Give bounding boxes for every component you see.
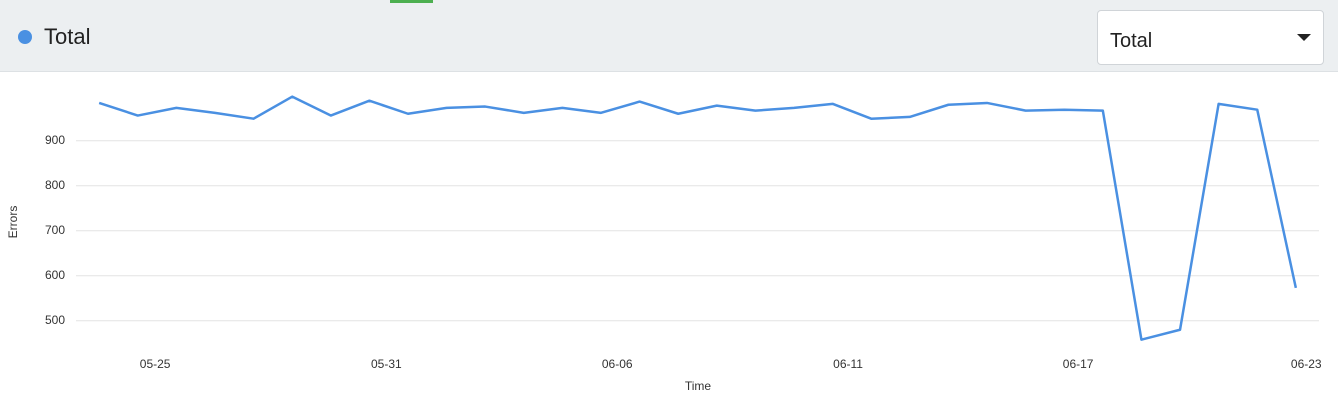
series-dropdown[interactable]: Total: [1097, 10, 1324, 65]
tab-indicator: [390, 0, 433, 3]
y-tick-label: 900: [45, 133, 65, 147]
x-tick-label: 06-17: [1063, 357, 1094, 371]
y-tick-label: 800: [45, 178, 65, 192]
header-bar: Total Total: [0, 0, 1338, 72]
y-tick-label: 500: [45, 313, 65, 327]
y-tick-label: 700: [45, 223, 65, 237]
x-tick-label: 06-23: [1291, 357, 1322, 371]
series-dot: [18, 30, 32, 44]
dropdown-caret: [1297, 34, 1311, 41]
x-tick-label: 06-11: [833, 357, 863, 371]
x-tick-label: 05-31: [371, 357, 402, 371]
y-tick-label: 600: [45, 268, 65, 282]
y-axis-label: Errors: [6, 206, 20, 239]
series-title: Total: [44, 24, 91, 49]
series-line: [98, 95, 1298, 341]
x-tick-label: 06-06: [602, 357, 633, 371]
dropdown-value: Total: [1110, 30, 1153, 52]
x-tick-label: 05-25: [140, 357, 171, 371]
x-axis-label: Time: [685, 379, 712, 393]
